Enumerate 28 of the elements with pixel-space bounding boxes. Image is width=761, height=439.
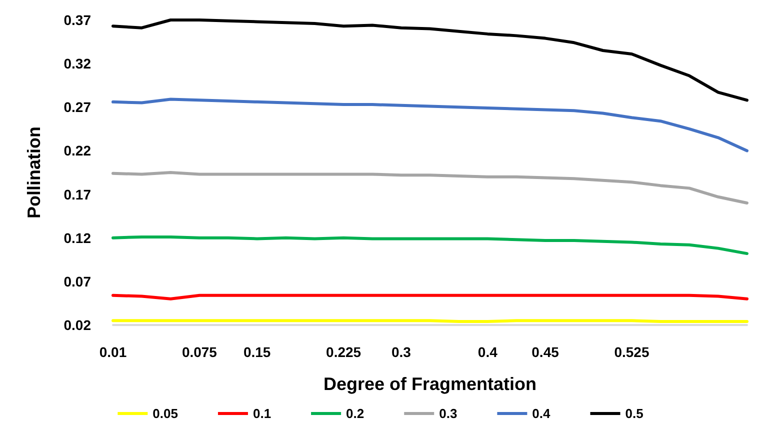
x-axis-title: Degree of Fragmentation — [323, 374, 537, 394]
x-tick-label: 0.01 — [99, 344, 127, 360]
y-tick-label: 0.07 — [64, 273, 92, 290]
y-axis-title: Pollination — [24, 126, 44, 218]
y-tick-label: 0.37 — [64, 12, 92, 28]
x-tick-label: 0.4 — [478, 344, 498, 360]
x-tick-label: 0.075 — [182, 344, 218, 360]
x-tick-label: 0.225 — [326, 344, 362, 360]
y-tick-label: 0.32 — [64, 56, 92, 72]
y-tick-label: 0.02 — [64, 317, 92, 333]
line-series — [112, 171, 748, 204]
legend-label: 0.5 — [625, 406, 644, 421]
x-tick-label: 0.3 — [391, 344, 412, 360]
y-tick-label: 0.17 — [64, 186, 92, 202]
line-series — [112, 18, 748, 102]
y-tick-label: 0.27 — [64, 99, 92, 116]
legend-label: 0.1 — [252, 406, 272, 421]
y-tick-label: 0.12 — [64, 230, 92, 246]
line-series — [112, 235, 748, 256]
line-series — [112, 98, 748, 152]
legend-label: 0.3 — [439, 406, 458, 421]
x-tick-label: 0.525 — [614, 344, 650, 360]
y-tick-label: 0.22 — [64, 142, 92, 159]
legend-label: 0.4 — [532, 406, 552, 421]
legend-label: 0.05 — [152, 406, 178, 421]
legend-label: 0.2 — [346, 406, 364, 421]
x-tick-label: 0.15 — [243, 344, 271, 360]
x-tick-label: 0.45 — [532, 344, 560, 360]
